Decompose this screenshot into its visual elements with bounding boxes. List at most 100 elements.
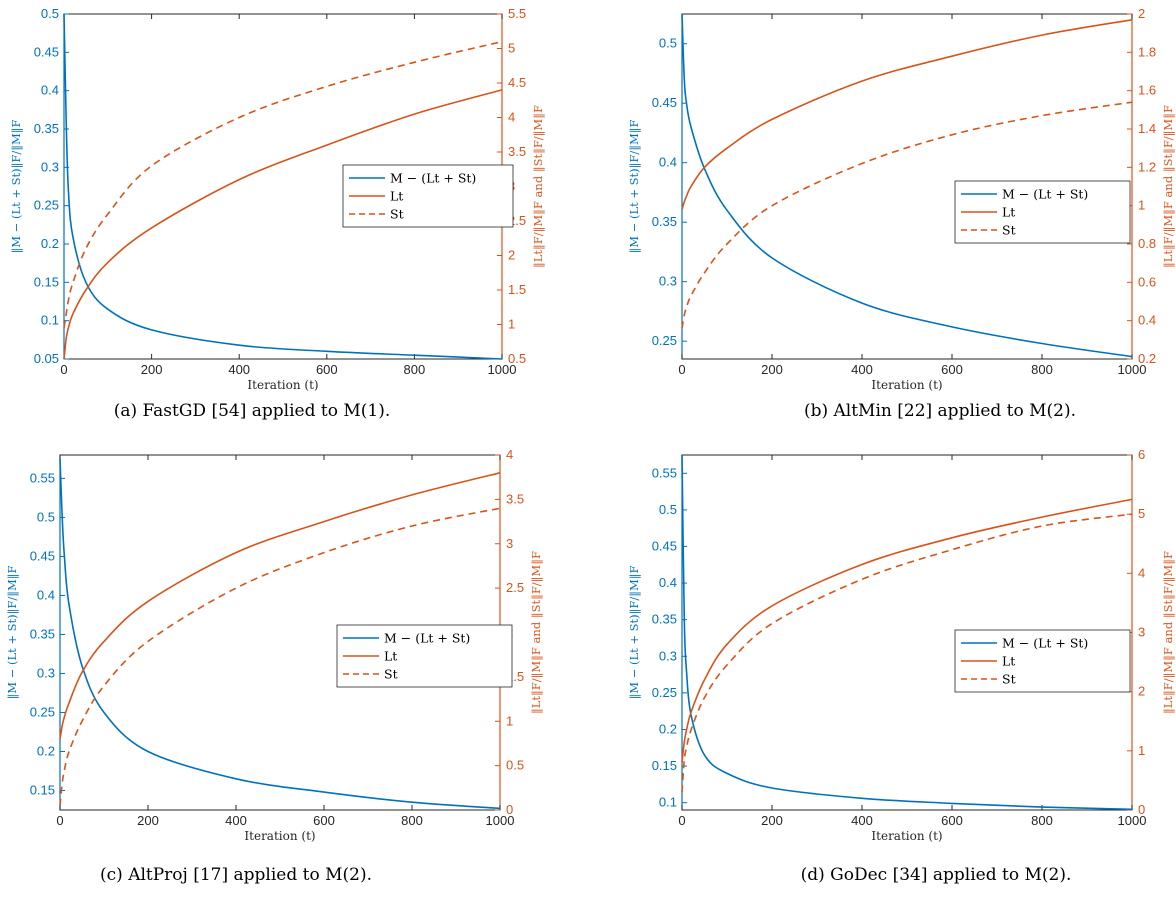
y-right-tick-label: 2.5 — [506, 580, 524, 595]
legend-entry-label: Lt — [390, 189, 403, 204]
legend-entry-label: St — [1002, 672, 1016, 687]
x-tick-label: 800 — [1031, 362, 1053, 377]
y-right-tick-label: 3 — [1138, 625, 1145, 640]
series-line-1 — [63, 13, 503, 360]
y-right-tick-label: 3.5 — [506, 491, 524, 506]
y-right-tick-label: 2 — [508, 248, 515, 263]
x-tick-label: 0 — [56, 813, 63, 828]
y-left-tick-label: 0.5 — [37, 509, 55, 524]
x-tick-label: 200 — [761, 813, 783, 828]
x-axis-label: Iteration (t) — [244, 829, 315, 843]
legend-entry-label: M − (Lt + St) — [1002, 636, 1088, 651]
y-right-tick-label: 1.6 — [1138, 83, 1156, 98]
legend-entry-label: Lt — [1002, 205, 1015, 220]
y-right-tick-label: 5.5 — [508, 6, 526, 21]
x-tick-label: 600 — [313, 813, 335, 828]
y-left-tick-label: 0.15 — [652, 758, 677, 773]
x-tick-label: 1000 — [488, 362, 517, 377]
y-right-tick-label: 0.4 — [1138, 313, 1156, 328]
y-left-tick-label: 0.2 — [41, 236, 59, 251]
y-right-tick-label: 0.6 — [1138, 274, 1156, 289]
x-tick-label: 200 — [137, 813, 159, 828]
y-left-tick-label: 0.5 — [41, 6, 59, 21]
legend: M − (Lt + St) Lt St — [342, 164, 514, 228]
x-tick-label: 0 — [60, 362, 67, 377]
y-right-tick-label: 0.2 — [1138, 351, 1156, 366]
y-left-tick-label: 0.4 — [37, 587, 55, 602]
y-left-tick-label: 0.15 — [30, 782, 55, 797]
series-line-1 — [681, 13, 1133, 358]
y-left-tick-label: 0.35 — [30, 626, 55, 641]
y-right-tick-label: 5 — [508, 41, 515, 56]
series-line-2 — [63, 89, 503, 360]
y-right-tick-label: 4 — [506, 447, 513, 462]
legend: M − (Lt + St) Lt St — [954, 180, 1131, 244]
y-left-tick-label: 0.5 — [659, 502, 677, 517]
x-tick-label: 1000 — [1118, 362, 1147, 377]
figure-caption: (d) GoDec [34] applied to M(2). — [801, 865, 1072, 885]
x-tick-label: 600 — [941, 362, 963, 377]
x-tick-label: 800 — [1031, 813, 1053, 828]
x-tick-label: 1000 — [1118, 813, 1147, 828]
y-right-tick-label: 2 — [1138, 6, 1145, 21]
y-left-tick-label: 0.25 — [34, 198, 59, 213]
y-right-tick-label: 0.5 — [506, 758, 524, 773]
x-tick-label: 400 — [851, 362, 873, 377]
y-left-tick-label: 0.55 — [652, 465, 677, 480]
y-left-tick-label: 0.25 — [652, 333, 677, 348]
y-left-tick-label: 0.3 — [659, 648, 677, 663]
y-right-tick-label: 0.8 — [1138, 236, 1156, 251]
chart-panel-3: 0 200 400 600 800 1000 Iteration (t) 0.15 0.2 0.2… — [5, 447, 544, 885]
y-left-tick-label: 0.2 — [37, 743, 55, 758]
x-tick-label: 0 — [678, 813, 685, 828]
x-tick-label: 200 — [141, 362, 163, 377]
y-right-tick-label: 1 — [506, 713, 513, 728]
legend-entry-label: Lt — [384, 649, 397, 664]
x-tick-label: 200 — [761, 362, 783, 377]
y-left-tick-label: 0.35 — [652, 612, 677, 627]
series-line-2 — [681, 19, 1133, 210]
chart-panel-2: 0 200 400 600 800 1000 Iteration (t) 0.25 0.3 0.3… — [627, 6, 1176, 421]
y-right-tick-label: 2 — [1138, 684, 1145, 699]
y-left-tick-label: 0.4 — [659, 155, 677, 170]
y-left-tick-label: 0.55 — [30, 470, 55, 485]
legend-entry-label: St — [384, 667, 398, 682]
y-right-tick-label: 1.2 — [1138, 159, 1156, 174]
y-right-tick-label: 1.5 — [508, 282, 526, 297]
y-left-tick-label: 0.25 — [30, 704, 55, 719]
y-left-tick-label: 0.45 — [30, 548, 55, 563]
y-left-tick-label: 0.35 — [652, 214, 677, 229]
y-left-tick-label: 0.3 — [37, 665, 55, 680]
x-axis-label: Iteration (t) — [247, 378, 318, 392]
y-left-tick-label: 0.3 — [659, 274, 677, 289]
series-line-1 — [681, 454, 1133, 811]
y-right-tick-label: 4 — [1138, 565, 1145, 580]
y-left-axis-label: ‖M − (Lt + St)‖F/‖M‖F — [9, 119, 24, 253]
figure-caption: (a) FastGD [54] applied to M(1). — [114, 401, 391, 421]
series-line-3 — [59, 507, 501, 806]
y-left-axis-label: ‖M − (Lt + St)‖F/‖M‖F — [5, 565, 20, 699]
y-left-tick-label: 0.4 — [659, 575, 677, 590]
y-right-tick-label: 6 — [1138, 447, 1145, 462]
y-right-axis-label: ‖Lt‖F/‖M‖F and ‖St‖F/‖M‖F — [529, 551, 544, 714]
y-right-tick-label: 1 — [1138, 743, 1145, 758]
chart-panel-4: 0 200 400 600 800 1000 Iteration (t) 0.1 0.15 0.2… — [627, 447, 1176, 885]
x-tick-label: 400 — [225, 813, 247, 828]
y-right-tick-label: 0.5 — [508, 351, 526, 366]
legend-entry-label: M − (Lt + St) — [390, 171, 476, 186]
x-tick-label: 800 — [404, 362, 426, 377]
legend-entry-label: M − (Lt + St) — [384, 631, 470, 646]
y-left-axis-label: ‖M − (Lt + St)‖F/‖M‖F — [627, 119, 642, 253]
x-tick-label: 800 — [401, 813, 423, 828]
x-axis-label: Iteration (t) — [871, 829, 942, 843]
y-left-tick-label: 0.45 — [652, 538, 677, 553]
y-right-tick-label: 0 — [506, 802, 513, 817]
x-tick-label: 400 — [851, 813, 873, 828]
figure-caption: (b) AltMin [22] applied to M(2). — [804, 401, 1076, 421]
legend-entry-label: Lt — [1002, 654, 1015, 669]
series-line-3 — [63, 40, 503, 329]
series-line-3 — [681, 101, 1133, 329]
series-line-1 — [59, 458, 501, 810]
y-right-tick-label: 1.8 — [1138, 44, 1156, 59]
